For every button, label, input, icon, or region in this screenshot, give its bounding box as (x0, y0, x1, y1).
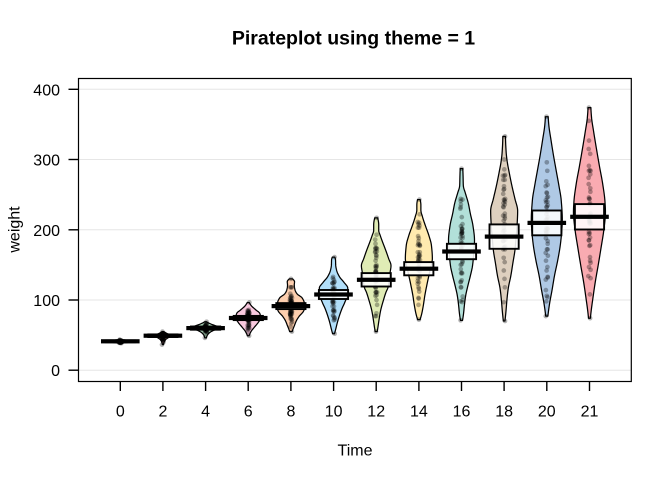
svg-text:200: 200 (33, 223, 60, 240)
svg-text:2: 2 (158, 404, 167, 421)
svg-text:8: 8 (286, 404, 295, 421)
svg-text:0: 0 (51, 363, 60, 380)
svg-text:100: 100 (33, 293, 60, 310)
svg-text:Pirateplot using theme = 1: Pirateplot using theme = 1 (232, 28, 475, 50)
svg-text:300: 300 (33, 153, 60, 170)
svg-text:20: 20 (538, 404, 556, 421)
svg-text:6: 6 (244, 404, 253, 421)
svg-text:18: 18 (495, 404, 513, 421)
svg-text:400: 400 (33, 82, 60, 99)
svg-text:16: 16 (453, 404, 471, 421)
svg-text:4: 4 (201, 404, 210, 421)
svg-text:0: 0 (116, 404, 125, 421)
svg-text:Time: Time (338, 443, 373, 460)
svg-text:10: 10 (325, 404, 343, 421)
svg-text:weight: weight (7, 206, 24, 254)
svg-text:21: 21 (581, 404, 599, 421)
svg-text:12: 12 (367, 404, 385, 421)
svg-text:14: 14 (410, 404, 428, 421)
